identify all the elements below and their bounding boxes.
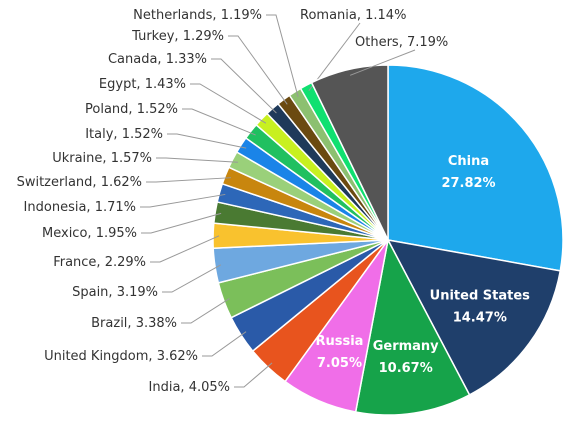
label-separator: , (148, 349, 156, 364)
slice-label: France, 2.29% (53, 255, 146, 270)
leader-line (140, 193, 226, 208)
slice-value-label: 2.29% (105, 255, 146, 270)
slice-name: Spain (72, 285, 108, 300)
slice-name: Turkey (131, 29, 175, 44)
label-separator: , (157, 52, 165, 67)
leader-line (202, 331, 247, 357)
slice-value-label: 7.05% (317, 356, 362, 371)
slice-name: France (53, 255, 96, 270)
slice-label: Poland, 1.52% (85, 102, 178, 117)
slice-name: Poland (85, 102, 128, 117)
slice-label: Turkey, 1.29% (131, 29, 224, 44)
slice-label: Russia (315, 334, 363, 349)
leader-line (162, 264, 222, 293)
slice-label: Romania, 1.14% (300, 8, 406, 23)
slice-name: Ukraine (52, 151, 102, 166)
slice-name: Others (355, 35, 399, 50)
label-separator: , (102, 151, 110, 166)
slice-label: Netherlands, 1.19% (133, 8, 262, 23)
slice-name: Romania (300, 8, 357, 23)
slice-label: Others, 7.19% (355, 35, 448, 50)
leader-line (167, 133, 247, 149)
leader-line (150, 235, 220, 263)
slice-label: Indonesia, 1.71% (24, 200, 136, 215)
slice-name: Canada (108, 52, 157, 67)
slice-name: Indonesia (24, 200, 87, 215)
slice-value-label: 1.14% (365, 8, 406, 23)
slice-value-label: 1.57% (111, 151, 152, 166)
label-separator: , (127, 316, 135, 331)
label-separator: , (108, 285, 116, 300)
slice-value-label: 1.95% (96, 226, 137, 241)
slice-name: Switzerland (17, 175, 93, 190)
slice-label: Germany (373, 339, 439, 354)
label-separator: , (357, 8, 365, 23)
leader-line (156, 157, 238, 163)
slice-value-label: 1.33% (166, 52, 207, 67)
label-separator: , (212, 8, 220, 23)
label-separator: , (180, 380, 188, 395)
slice-value-label: 1.62% (101, 175, 142, 190)
slice-name: United Kingdom (44, 349, 148, 364)
slice-label: Canada, 1.33% (108, 52, 207, 67)
slice-value-label: 3.19% (117, 285, 158, 300)
slice-value-label: 1.29% (183, 29, 224, 44)
leader-line (141, 212, 222, 234)
label-separator: , (87, 226, 95, 241)
slice-label: Egypt, 1.43% (99, 77, 186, 92)
leader-line (190, 83, 267, 124)
slice-name: Netherlands (133, 8, 212, 23)
slice-name: India (149, 380, 181, 395)
slice-name: Mexico (42, 226, 87, 241)
pie-slice (386, 238, 562, 396)
slice-value-label: 3.38% (136, 316, 177, 331)
slice-name: Egypt (99, 77, 137, 92)
slice-name: Brazil (91, 316, 127, 331)
slice-label: Ukraine, 1.57% (52, 151, 152, 166)
slice-value-label: 3.62% (157, 349, 198, 364)
label-separator: , (113, 127, 121, 142)
slice-label: United States (430, 289, 531, 304)
slice-value-label: 4.05% (189, 380, 230, 395)
slice-label: Switzerland, 1.62% (17, 175, 142, 190)
leader-line (266, 14, 299, 98)
slice-value-label: 1.52% (137, 102, 178, 117)
slice-value-label: 1.43% (145, 77, 186, 92)
leader-line (228, 35, 288, 105)
label-separator: , (92, 175, 100, 190)
slice-value-label: 7.19% (407, 35, 448, 50)
slice-label: United Kingdom, 3.62% (44, 349, 198, 364)
slice-label: Brazil, 3.38% (91, 316, 177, 331)
leader-line (211, 58, 277, 114)
slice-value-label: 14.47% (453, 311, 507, 326)
slice-value-label: 1.71% (95, 200, 136, 215)
slice-value-label: 27.82% (441, 176, 495, 191)
slice-label: Italy, 1.52% (85, 127, 163, 142)
label-separator: , (96, 255, 104, 270)
slice-name: Italy (85, 127, 114, 142)
slice-label: Spain, 3.19% (72, 285, 158, 300)
leader-line (349, 49, 416, 76)
label-separator: , (128, 102, 136, 117)
pie-slice (387, 64, 564, 272)
pie-slice (310, 64, 389, 241)
slice-label: India, 4.05% (149, 380, 230, 395)
pie-slice (354, 237, 471, 416)
label-separator: , (136, 77, 144, 92)
leader-line (181, 298, 230, 324)
slice-label: China (448, 154, 489, 169)
slice-label: Mexico, 1.95% (42, 226, 137, 241)
slice-value-label: 1.52% (122, 127, 163, 142)
label-separator: , (86, 200, 94, 215)
leader-line (146, 177, 231, 183)
leader-line (234, 362, 273, 388)
slice-value-label: 1.19% (221, 8, 262, 23)
label-separator: , (174, 29, 182, 44)
label-separator: , (399, 35, 407, 50)
slice-value-label: 10.67% (379, 361, 433, 376)
leader-line (182, 108, 256, 136)
